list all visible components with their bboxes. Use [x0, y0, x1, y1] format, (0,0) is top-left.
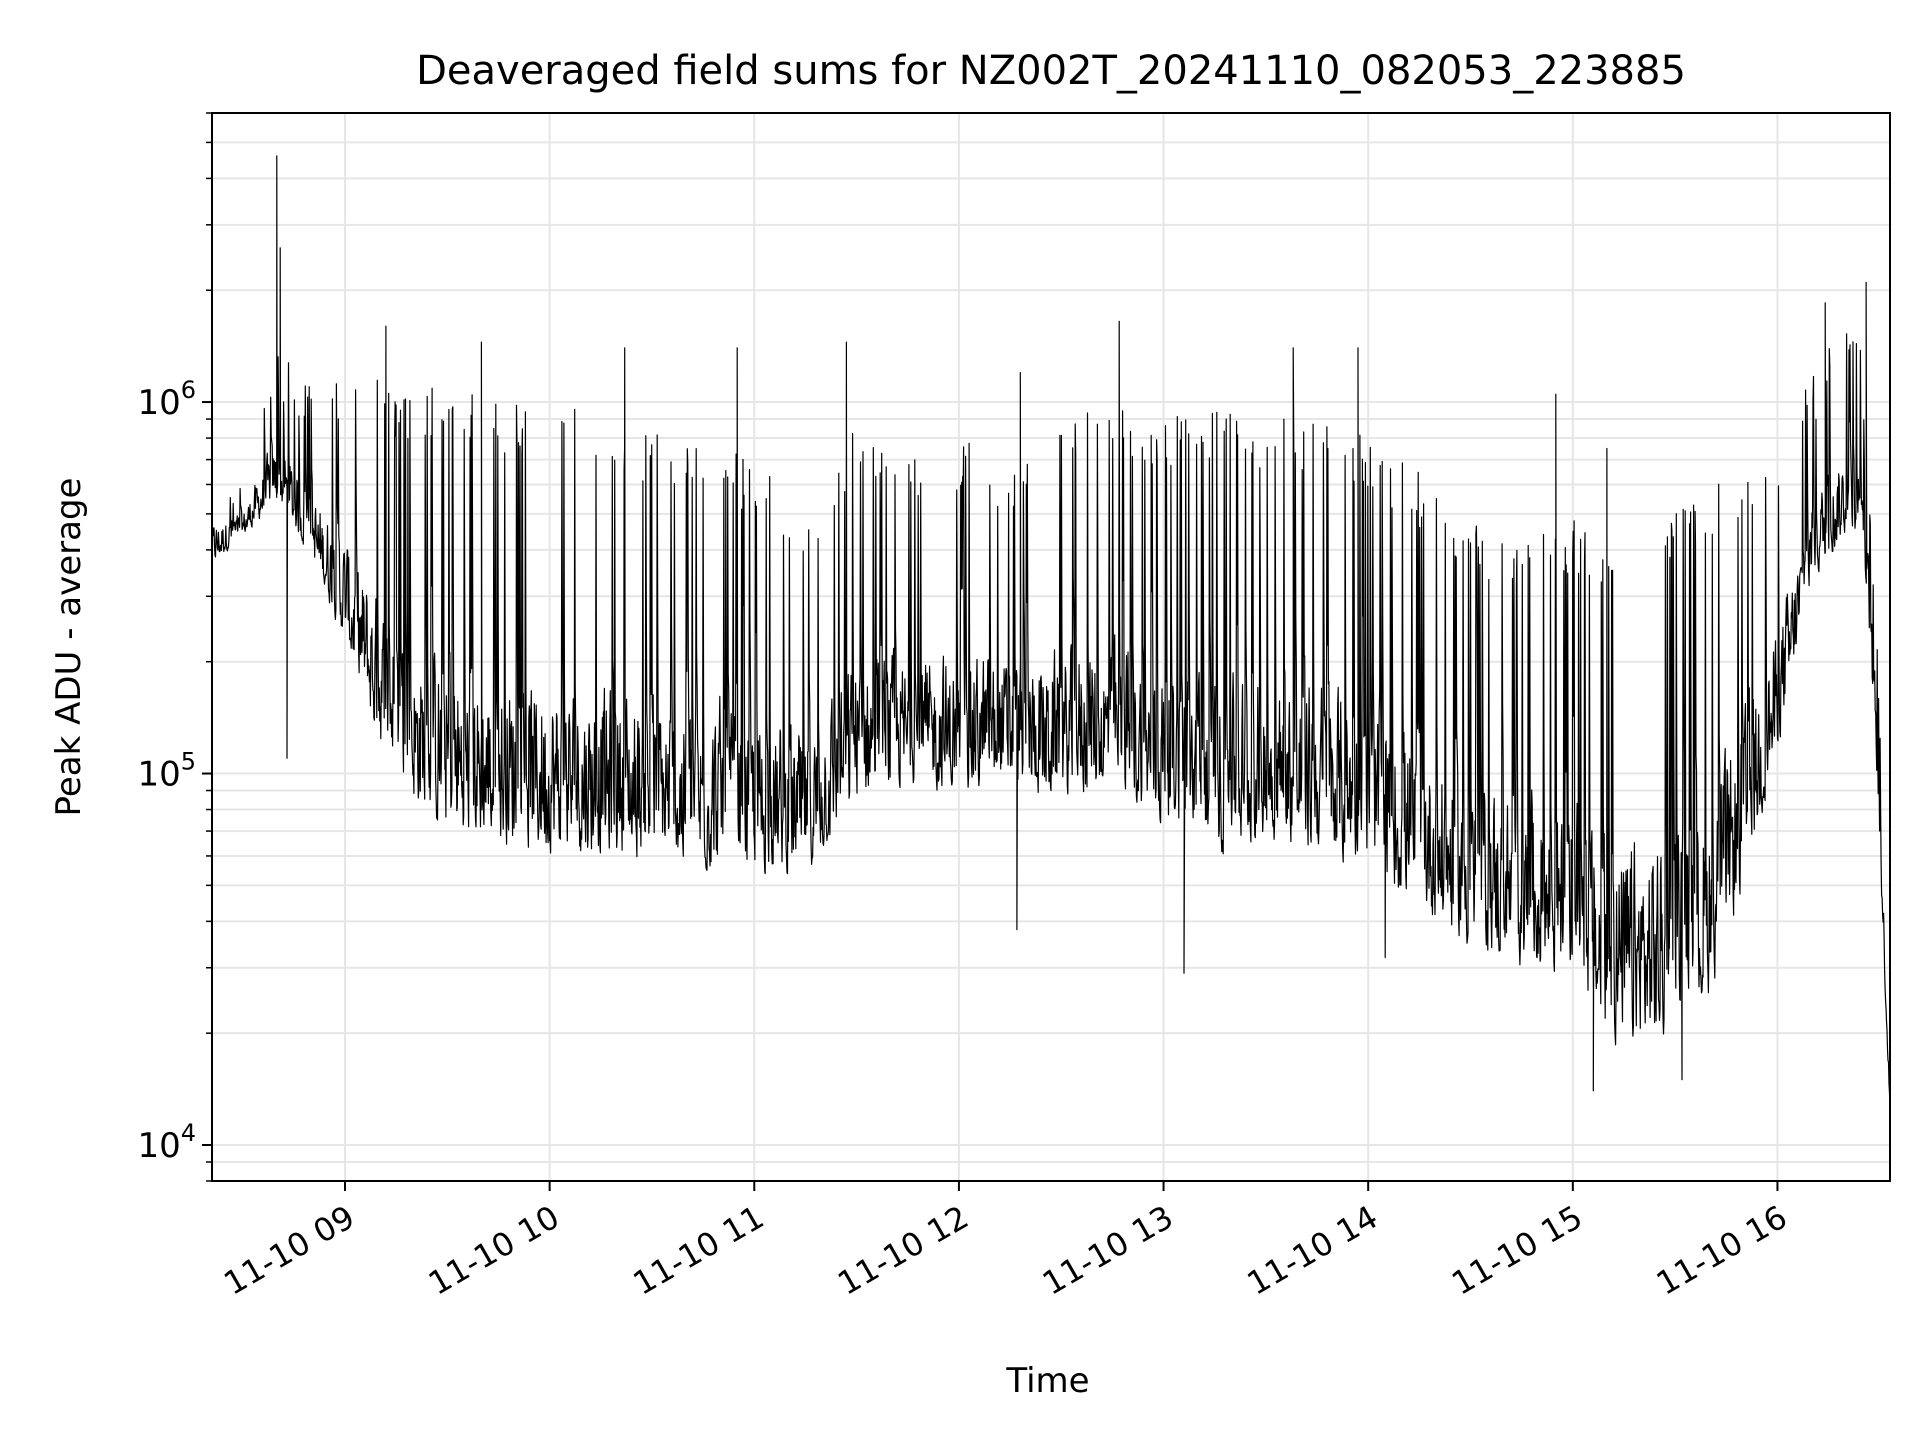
plot-frame [211, 112, 1891, 1182]
y-tick-label: 105 [137, 748, 196, 795]
y-axis: 104 105 106 [137, 112, 212, 1182]
chart-title: Deaveraged field sums for NZ002T_2024111… [416, 48, 1686, 94]
series-1 [211, 155, 1891, 1130]
y-tick-label: 106 [137, 376, 196, 423]
y-tick-label: 104 [137, 1119, 196, 1166]
series-line [211, 155, 1891, 1130]
x-axis-label: Time [1005, 1361, 1089, 1401]
y-axis-label: Peak ADU - average [49, 478, 89, 817]
